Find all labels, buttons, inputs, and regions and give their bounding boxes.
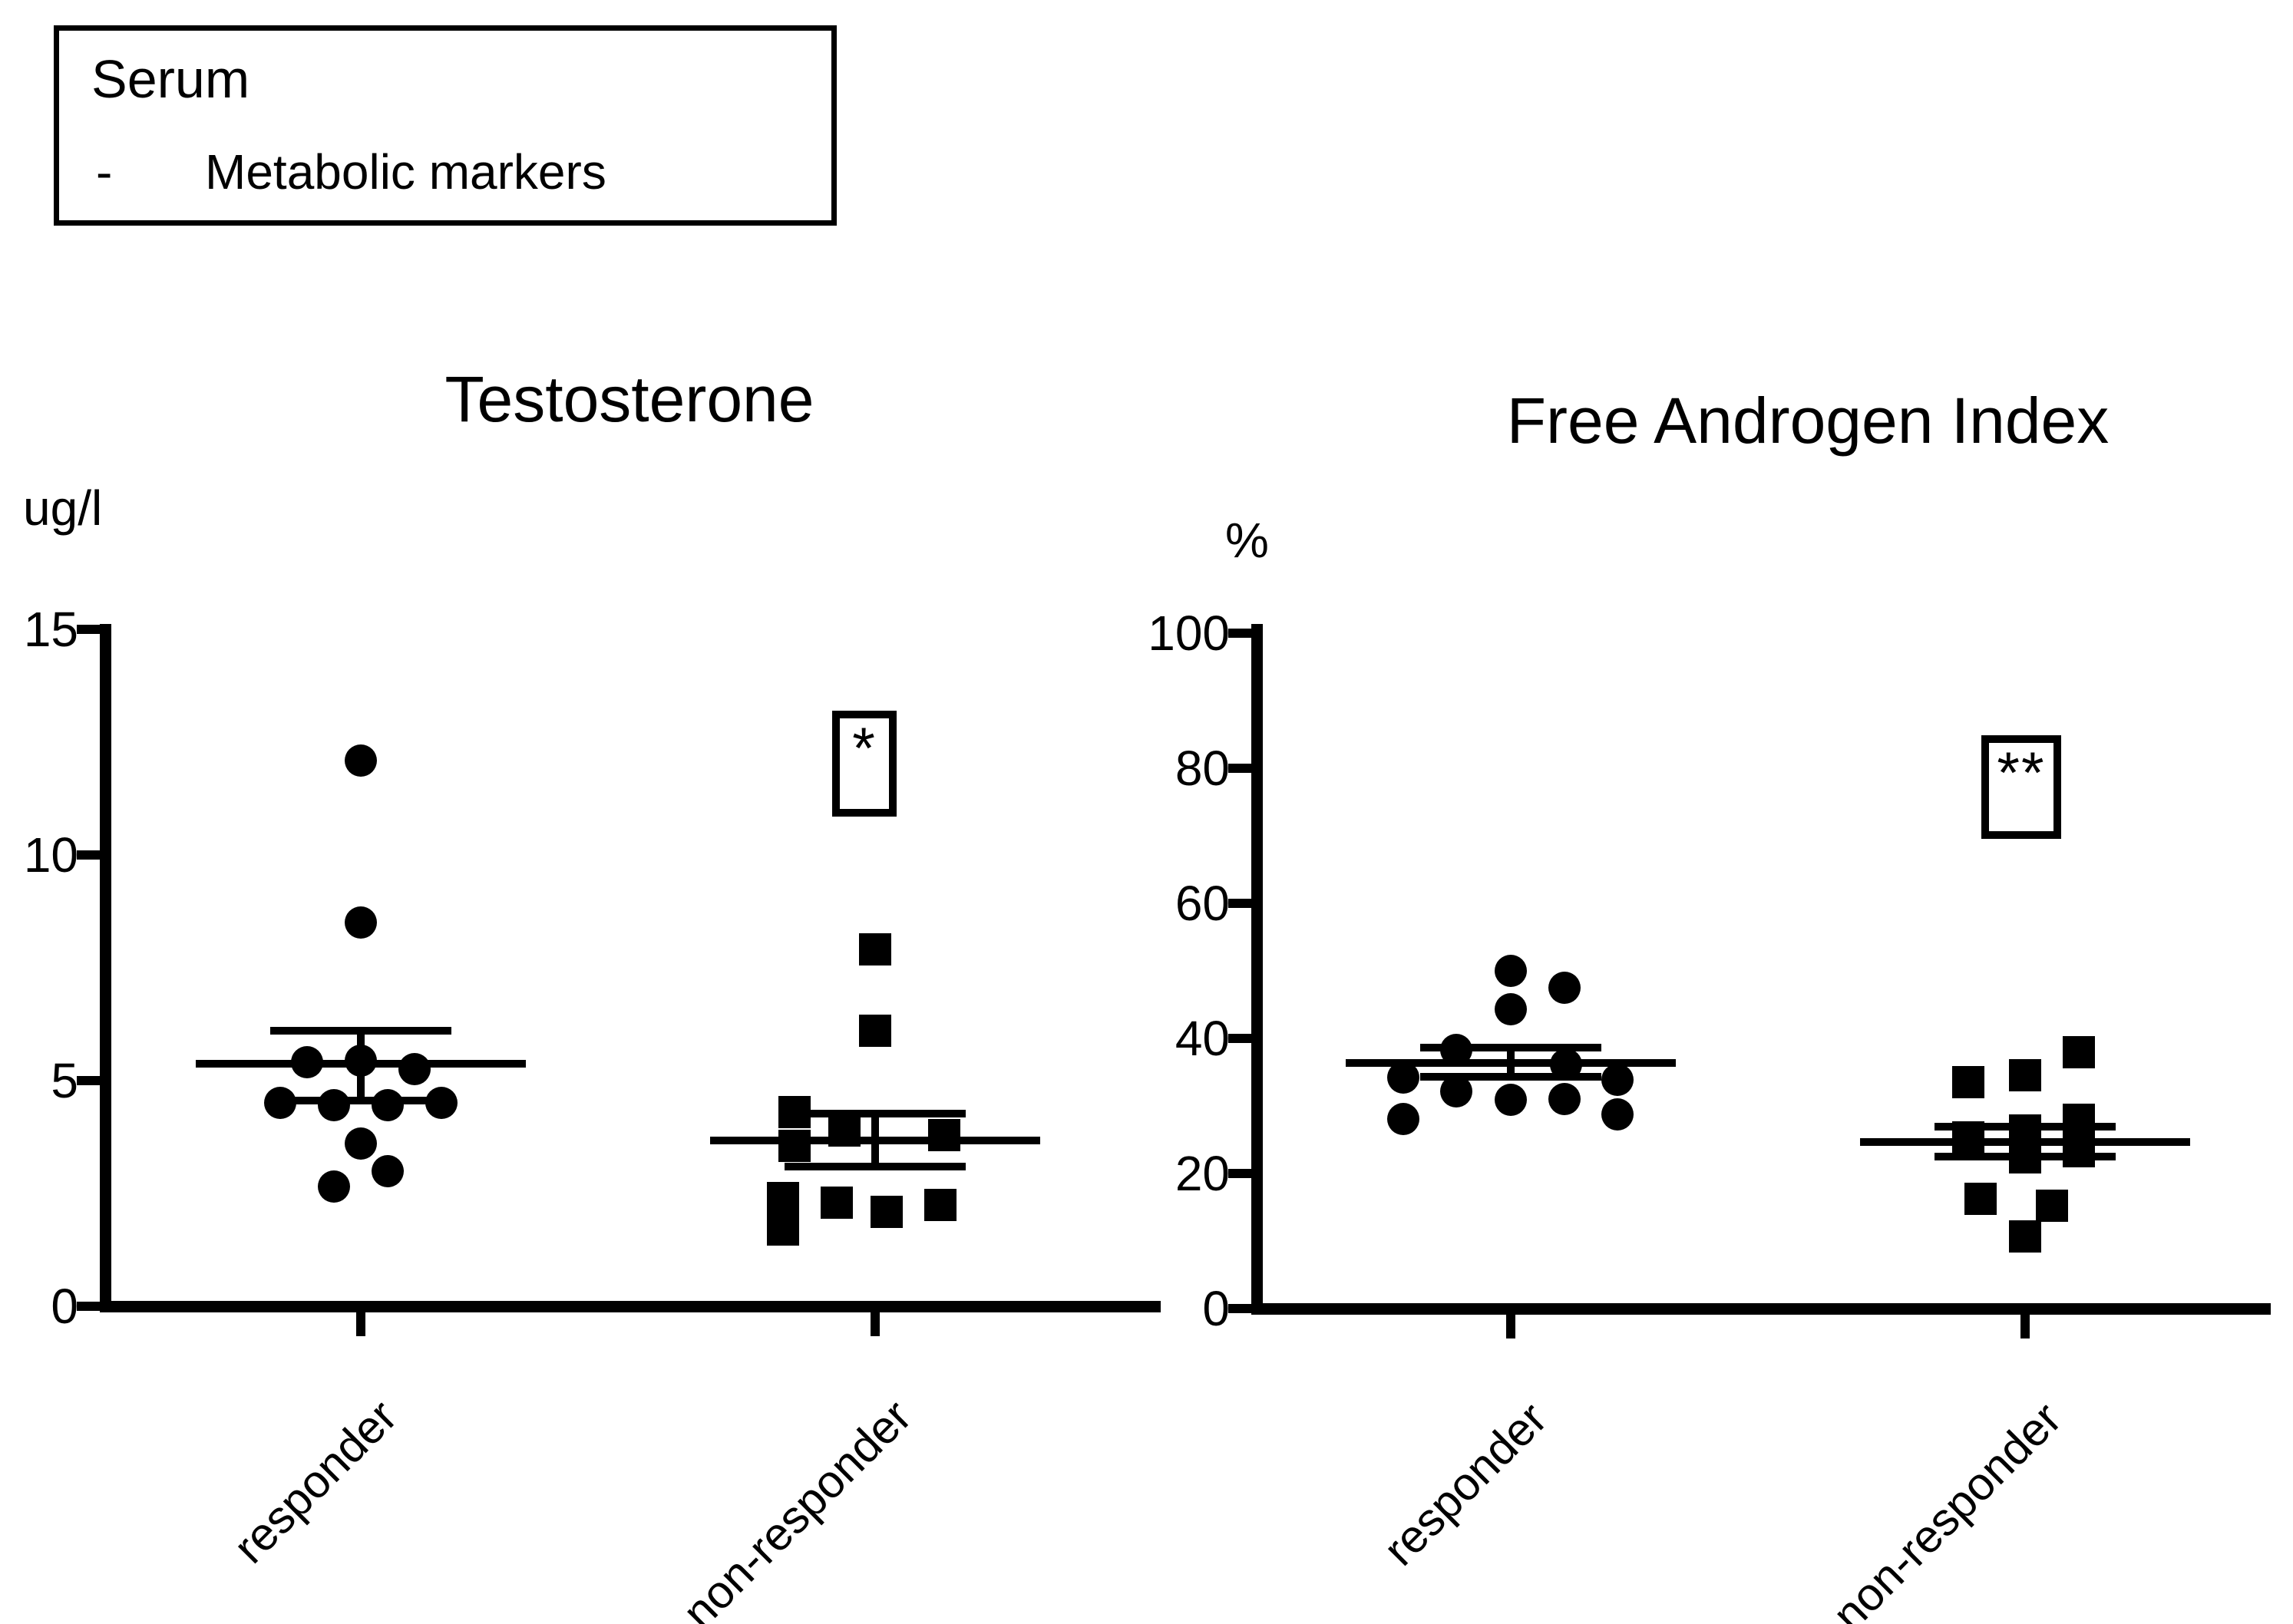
- y-tick-label: 60: [1175, 876, 1230, 931]
- data-point-circle: [318, 1170, 350, 1203]
- data-point-square: [2009, 1140, 2041, 1173]
- data-point-circle: [1550, 1048, 1582, 1081]
- mean-line: [1346, 1058, 1676, 1067]
- x-category-label: non-responder: [1822, 1392, 2071, 1624]
- error-bar-cap-lower: [270, 1097, 451, 1105]
- data-point-square: [2063, 1134, 2095, 1167]
- data-point-circle: [1495, 1084, 1527, 1117]
- data-point-circle: [1601, 1098, 1634, 1131]
- data-point-circle: [1601, 1063, 1634, 1096]
- y-tick: [1228, 899, 1251, 908]
- data-point-square: [2063, 1035, 2095, 1068]
- x-tick: [356, 1312, 365, 1336]
- data-point-circle: [1495, 993, 1527, 1026]
- data-point-circle: [398, 1053, 431, 1086]
- data-point-circle: [1387, 1061, 1419, 1094]
- y-tick-label: 80: [1175, 741, 1230, 796]
- data-point-circle: [1387, 1102, 1419, 1135]
- significance-box: **: [1981, 734, 2061, 839]
- data-point-square: [778, 1096, 811, 1129]
- data-point-circle: [425, 1087, 458, 1120]
- error-bar-cap-lower: [785, 1162, 966, 1170]
- data-point-circle: [1548, 972, 1581, 1004]
- significance-box: *: [832, 710, 897, 817]
- y-tick-label: 100: [1148, 606, 1230, 661]
- y-tick-label: 5: [51, 1053, 78, 1108]
- legend-item-metabolic-markers: Metabolic markers: [205, 144, 606, 200]
- data-point-square: [1952, 1066, 1984, 1099]
- legend-bullet-dash: -: [96, 144, 113, 200]
- x-tick: [1506, 1314, 1515, 1338]
- y-tick: [77, 1076, 100, 1085]
- y-tick: [1228, 629, 1251, 638]
- y-tick-label: 0: [1202, 1281, 1230, 1336]
- data-point-circle: [345, 1127, 377, 1160]
- x-axis: [100, 1301, 1161, 1312]
- data-point-circle: [264, 1087, 296, 1120]
- data-point-square: [828, 1114, 861, 1147]
- data-point-square: [2009, 1220, 2041, 1253]
- data-point-square: [924, 1188, 957, 1221]
- y-tick: [77, 850, 100, 860]
- x-category-label: responder: [1373, 1392, 1557, 1576]
- data-point-square: [859, 933, 891, 966]
- x-tick: [871, 1312, 880, 1336]
- data-point-circle: [1548, 1083, 1581, 1116]
- y-axis-unit-percent: %: [1225, 513, 1269, 568]
- data-point-square: [2009, 1114, 2041, 1147]
- y-tick: [1228, 1304, 1251, 1313]
- error-bar-cap-lower: [1420, 1073, 1601, 1081]
- y-tick: [77, 1302, 100, 1311]
- data-point-square: [2009, 1059, 2041, 1092]
- data-point-square: [778, 1130, 811, 1163]
- data-point-circle: [1495, 955, 1527, 987]
- y-tick-label: 40: [1175, 1011, 1230, 1066]
- data-point-square: [1952, 1121, 1984, 1154]
- data-point-square: [2063, 1104, 2095, 1137]
- y-axis: [1251, 624, 1263, 1314]
- y-tick: [1228, 764, 1251, 773]
- legend-box: Serum - Metabolic markers: [54, 25, 837, 226]
- chart-title-testosterone: Testosterone: [444, 363, 814, 435]
- data-point-circle: [372, 1089, 404, 1122]
- data-point-square: [2036, 1190, 2068, 1223]
- data-point-circle: [291, 1046, 323, 1079]
- mean-line: [710, 1137, 1040, 1145]
- y-tick-label: 10: [23, 827, 78, 883]
- data-point-circle: [372, 1154, 404, 1187]
- data-point-square: [1964, 1182, 1997, 1215]
- y-axis: [100, 624, 111, 1312]
- data-point-circle: [345, 744, 377, 777]
- data-point-square: [821, 1186, 853, 1219]
- error-bar-cap-upper: [1420, 1044, 1601, 1052]
- data-point-circle: [1440, 1033, 1472, 1066]
- error-bar-cap-upper: [270, 1027, 451, 1035]
- data-point-square: [928, 1118, 960, 1151]
- data-point-square: [767, 1181, 799, 1214]
- chart-title-free-androgen-index: Free Androgen Index: [1506, 385, 2110, 457]
- error-bar-cap-upper: [785, 1109, 966, 1117]
- data-point-square: [767, 1213, 799, 1246]
- data-point-circle: [345, 906, 377, 939]
- y-tick-label: 20: [1175, 1146, 1230, 1201]
- data-point-circle: [345, 1044, 377, 1077]
- data-point-circle: [318, 1089, 350, 1122]
- y-tick: [77, 625, 100, 634]
- significance-label: **: [1997, 740, 2046, 806]
- y-tick-label: 0: [51, 1279, 78, 1334]
- data-point-square: [859, 1015, 891, 1048]
- data-point-circle: [1440, 1074, 1472, 1107]
- significance-label: *: [852, 715, 877, 781]
- data-point-square: [871, 1195, 903, 1228]
- x-axis: [1251, 1303, 2271, 1315]
- y-tick-label: 15: [23, 602, 78, 657]
- y-axis-unit-ugl: ug/l: [23, 480, 103, 536]
- x-tick: [2020, 1314, 2030, 1338]
- y-tick: [1228, 1034, 1251, 1043]
- legend-title: Serum: [91, 49, 250, 109]
- y-tick: [1228, 1169, 1251, 1178]
